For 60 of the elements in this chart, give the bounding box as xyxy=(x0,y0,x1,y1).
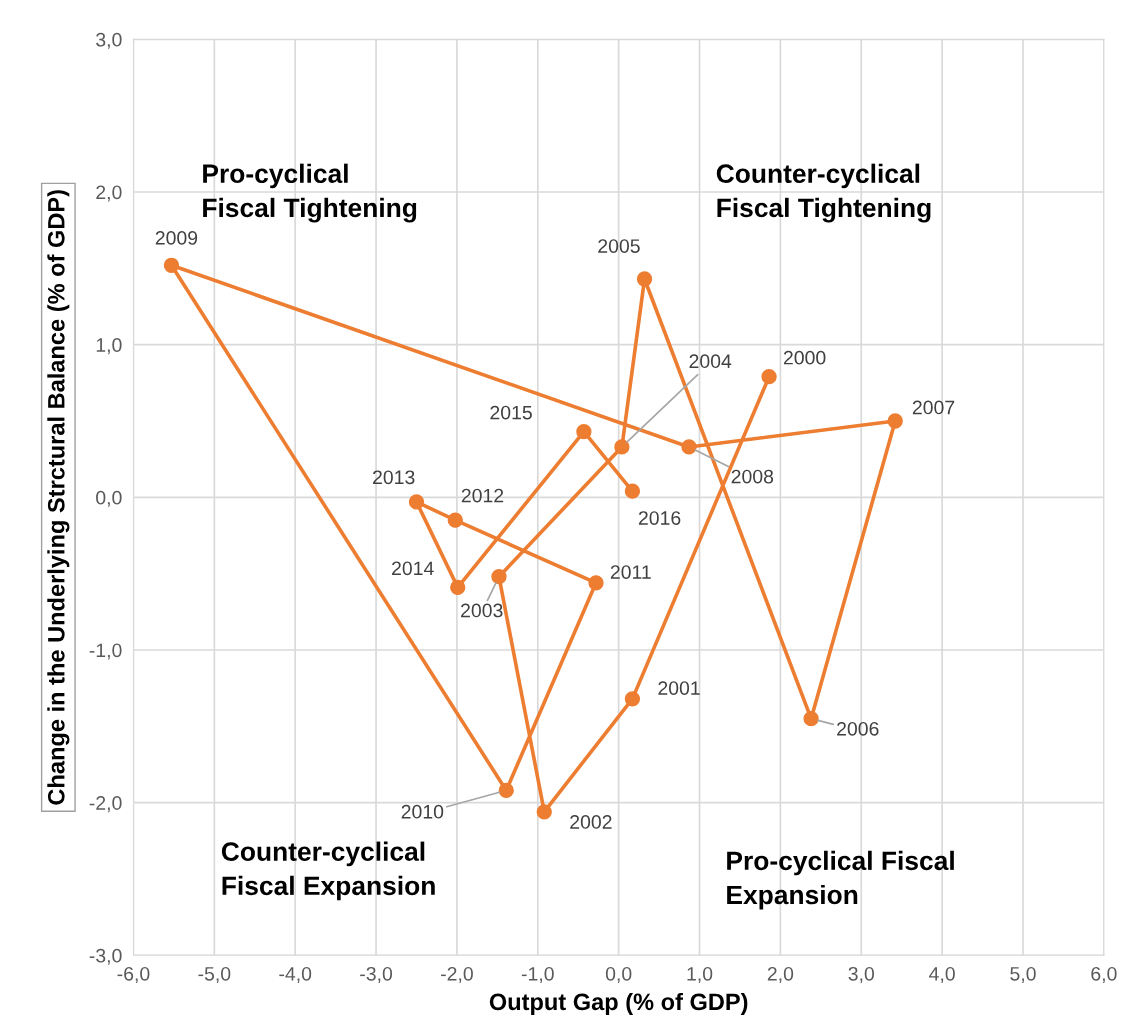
x-tick-label: 6,0 xyxy=(1091,966,1117,983)
x-tick-label: -2,0 xyxy=(441,966,473,983)
annotation: 2012 xyxy=(461,488,504,503)
annotation: 2006 xyxy=(837,721,879,736)
point xyxy=(887,413,903,429)
annotation: 2007 xyxy=(912,400,955,415)
annotation: 2010 xyxy=(401,804,444,819)
y-axis-title: Change in the Underlying Strctural Balance (% of GDP) xyxy=(47,190,70,805)
point xyxy=(624,691,641,707)
point xyxy=(761,369,777,385)
point xyxy=(536,804,552,820)
annotation: 2013 xyxy=(373,470,415,485)
point xyxy=(614,439,630,455)
x-tick-label: 5,0 xyxy=(1010,966,1036,983)
point xyxy=(576,424,592,440)
point xyxy=(636,271,653,287)
annotation: 2014 xyxy=(392,561,434,576)
x-tick-label: 3,0 xyxy=(848,966,875,983)
annotation: Pro-cyclical Fiscal Expansion xyxy=(727,850,954,910)
y-tick-label: 1,0 xyxy=(96,338,122,355)
annotation: 2008 xyxy=(731,469,774,484)
annotation: 2005 xyxy=(598,239,640,253)
y-tick-label: 0,0 xyxy=(96,490,122,507)
annotation: 2002 xyxy=(570,815,612,829)
annotation: 2001 xyxy=(658,681,700,695)
x-tick-label: 1,0 xyxy=(687,966,713,983)
point xyxy=(498,782,514,799)
point xyxy=(408,494,425,510)
y-tick-label: -1,0 xyxy=(89,643,122,660)
x-tick-label: -5,0 xyxy=(198,966,231,983)
annotation: Pro-cyclical Fiscal Tightening xyxy=(203,163,417,223)
y-tick-label: -2,0 xyxy=(89,796,122,813)
annotation: 2016 xyxy=(638,511,681,525)
y-tick-label: -3,0 xyxy=(89,948,122,965)
point xyxy=(447,512,463,528)
point xyxy=(491,569,507,585)
point xyxy=(803,711,819,727)
annotation: 2011 xyxy=(610,565,651,579)
x-axis-title: Output Gap (% of GDP) xyxy=(489,992,748,1015)
x-tick-label: 2,0 xyxy=(767,966,794,983)
annotation: 2004 xyxy=(689,354,732,369)
annotation: 2015 xyxy=(490,405,532,420)
x-tick-label: -1,0 xyxy=(521,966,554,983)
point xyxy=(624,483,641,499)
point xyxy=(163,257,180,273)
point xyxy=(450,579,466,596)
y-tick-label: 3,0 xyxy=(96,32,122,49)
point xyxy=(681,439,697,455)
point xyxy=(588,575,604,591)
x-tick-label: 4,0 xyxy=(929,966,955,983)
annotation: 2000 xyxy=(783,350,826,365)
annotation: 2003 xyxy=(461,603,503,618)
x-tick-label: -4,0 xyxy=(279,966,312,983)
y-tick-label: 2,0 xyxy=(96,185,122,202)
x-tick-label: -3,0 xyxy=(360,966,393,983)
annotation: 2009 xyxy=(155,230,198,245)
annotation: Counter-cyclical Fiscal Expansion xyxy=(221,841,435,901)
x-tick-label: -6,0 xyxy=(117,966,150,983)
x-tick-label: 0,0 xyxy=(605,966,632,983)
annotation: Counter-cyclical Fiscal Tightening xyxy=(716,163,931,223)
